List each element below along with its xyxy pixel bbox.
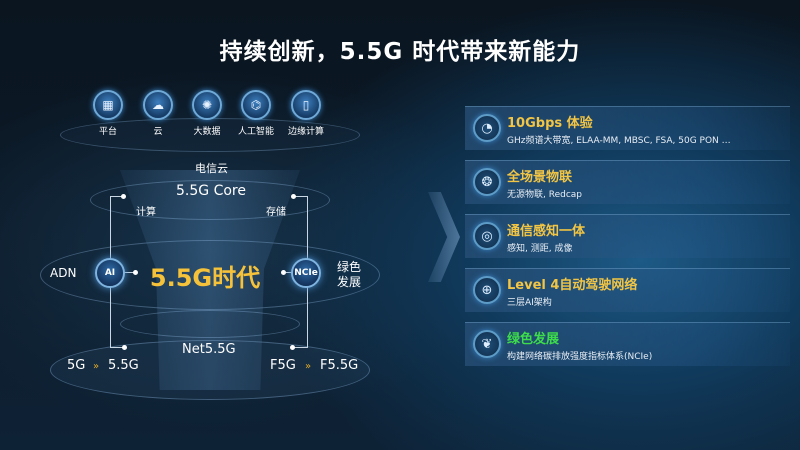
edge-computing-icon: ▯	[291, 90, 321, 120]
bracket-tick	[110, 196, 124, 197]
feature-subtitle: 感知, 测距, 成像	[507, 244, 573, 254]
fixed-to: F5.5G	[320, 358, 359, 373]
green-label-1: 绿色	[337, 260, 362, 274]
era-label: 5.5G时代	[149, 264, 261, 292]
adn-label: ADN	[50, 266, 77, 280]
platform-icon: ▦	[93, 90, 123, 120]
sensing-icon: ◎	[473, 222, 501, 250]
bracket-dot	[291, 194, 296, 199]
base-ring	[50, 340, 370, 400]
icon-label: 大数据	[193, 127, 221, 137]
feature-row: ❂ 全场景物联 无源物联, Redcap	[465, 160, 790, 204]
core-label: 5.5G Core	[176, 183, 246, 199]
big-data-icon: ✺	[192, 90, 222, 120]
connector-dot	[133, 270, 138, 275]
feature-subtitle: 无源物联, Redcap	[507, 190, 582, 200]
storage-label: 存储	[266, 207, 286, 218]
slide-title: 持续创新，5.5G 时代带来新能力	[219, 39, 581, 65]
mobile-from: 5G	[67, 358, 86, 373]
feature-subtitle: GHz频谱大带宽, ELAA-MM, MBSC, FSA, 50G PON …	[507, 136, 731, 146]
feature-row: ◎ 通信感知一体 感知, 测距, 成像	[465, 214, 790, 258]
bracket-tick	[293, 196, 307, 197]
mobile-to: 5.5G	[108, 358, 139, 373]
bracket-dot	[122, 345, 127, 350]
leaf-icon: ❦	[473, 330, 501, 358]
double-chevron-icon: »	[93, 361, 100, 372]
connector	[124, 272, 136, 273]
bracket-dot	[121, 194, 126, 199]
feature-row: ❦ 绿色发展 构建网络碳排放强度指标体系(NCIe)	[465, 322, 790, 366]
feature-subtitle: 构建网络碳排放强度指标体系(NCIe)	[507, 352, 653, 362]
double-chevron-icon: »	[305, 361, 312, 372]
feature-title: Level 4自动驾驶网络	[507, 278, 638, 293]
icon-label: 云	[153, 127, 163, 137]
ai-badge: AI	[95, 258, 125, 288]
ai-chip-icon: ⌬	[241, 90, 271, 120]
net-label: Net5.5G	[182, 342, 236, 357]
ncie-badge: NCIe	[291, 258, 321, 288]
icon-label: 人工智能	[237, 127, 274, 137]
icon-label: 平台	[98, 127, 117, 137]
feature-title: 10Gbps 体验	[507, 116, 593, 131]
icon-label: 边缘计算	[287, 127, 324, 137]
connector-dot	[281, 270, 286, 275]
bracket-tick	[293, 347, 307, 348]
cloud-icon: ☁	[143, 90, 173, 120]
core-ring	[90, 180, 330, 220]
bracket-tick	[110, 347, 124, 348]
bracket-dot	[290, 345, 295, 350]
green-label-2: 发展	[337, 275, 362, 289]
telecom-cloud-label: 电信云	[195, 162, 228, 175]
feature-row: ◔ 10Gbps 体验 GHz频谱大带宽, ELAA-MM, MBSC, FSA…	[465, 106, 790, 150]
feature-title: 通信感知一体	[507, 224, 586, 239]
feature-row: ⊕ Level 4自动驾驶网络 三层AI架构	[465, 268, 790, 312]
feature-subtitle: 三层AI架构	[507, 298, 552, 308]
feature-title: 绿色发展	[507, 332, 560, 347]
fixed-from: F5G	[270, 358, 296, 373]
iot-icon: ❂	[473, 168, 501, 196]
compute-label: 计算	[136, 207, 156, 218]
feature-title: 全场景物联	[507, 170, 573, 185]
connector	[282, 272, 292, 273]
lower-ring	[120, 310, 300, 338]
chevron-right-icon	[428, 192, 460, 282]
network-globe-icon: ⊕	[473, 276, 501, 304]
speed-gauge-icon: ◔	[473, 114, 501, 142]
